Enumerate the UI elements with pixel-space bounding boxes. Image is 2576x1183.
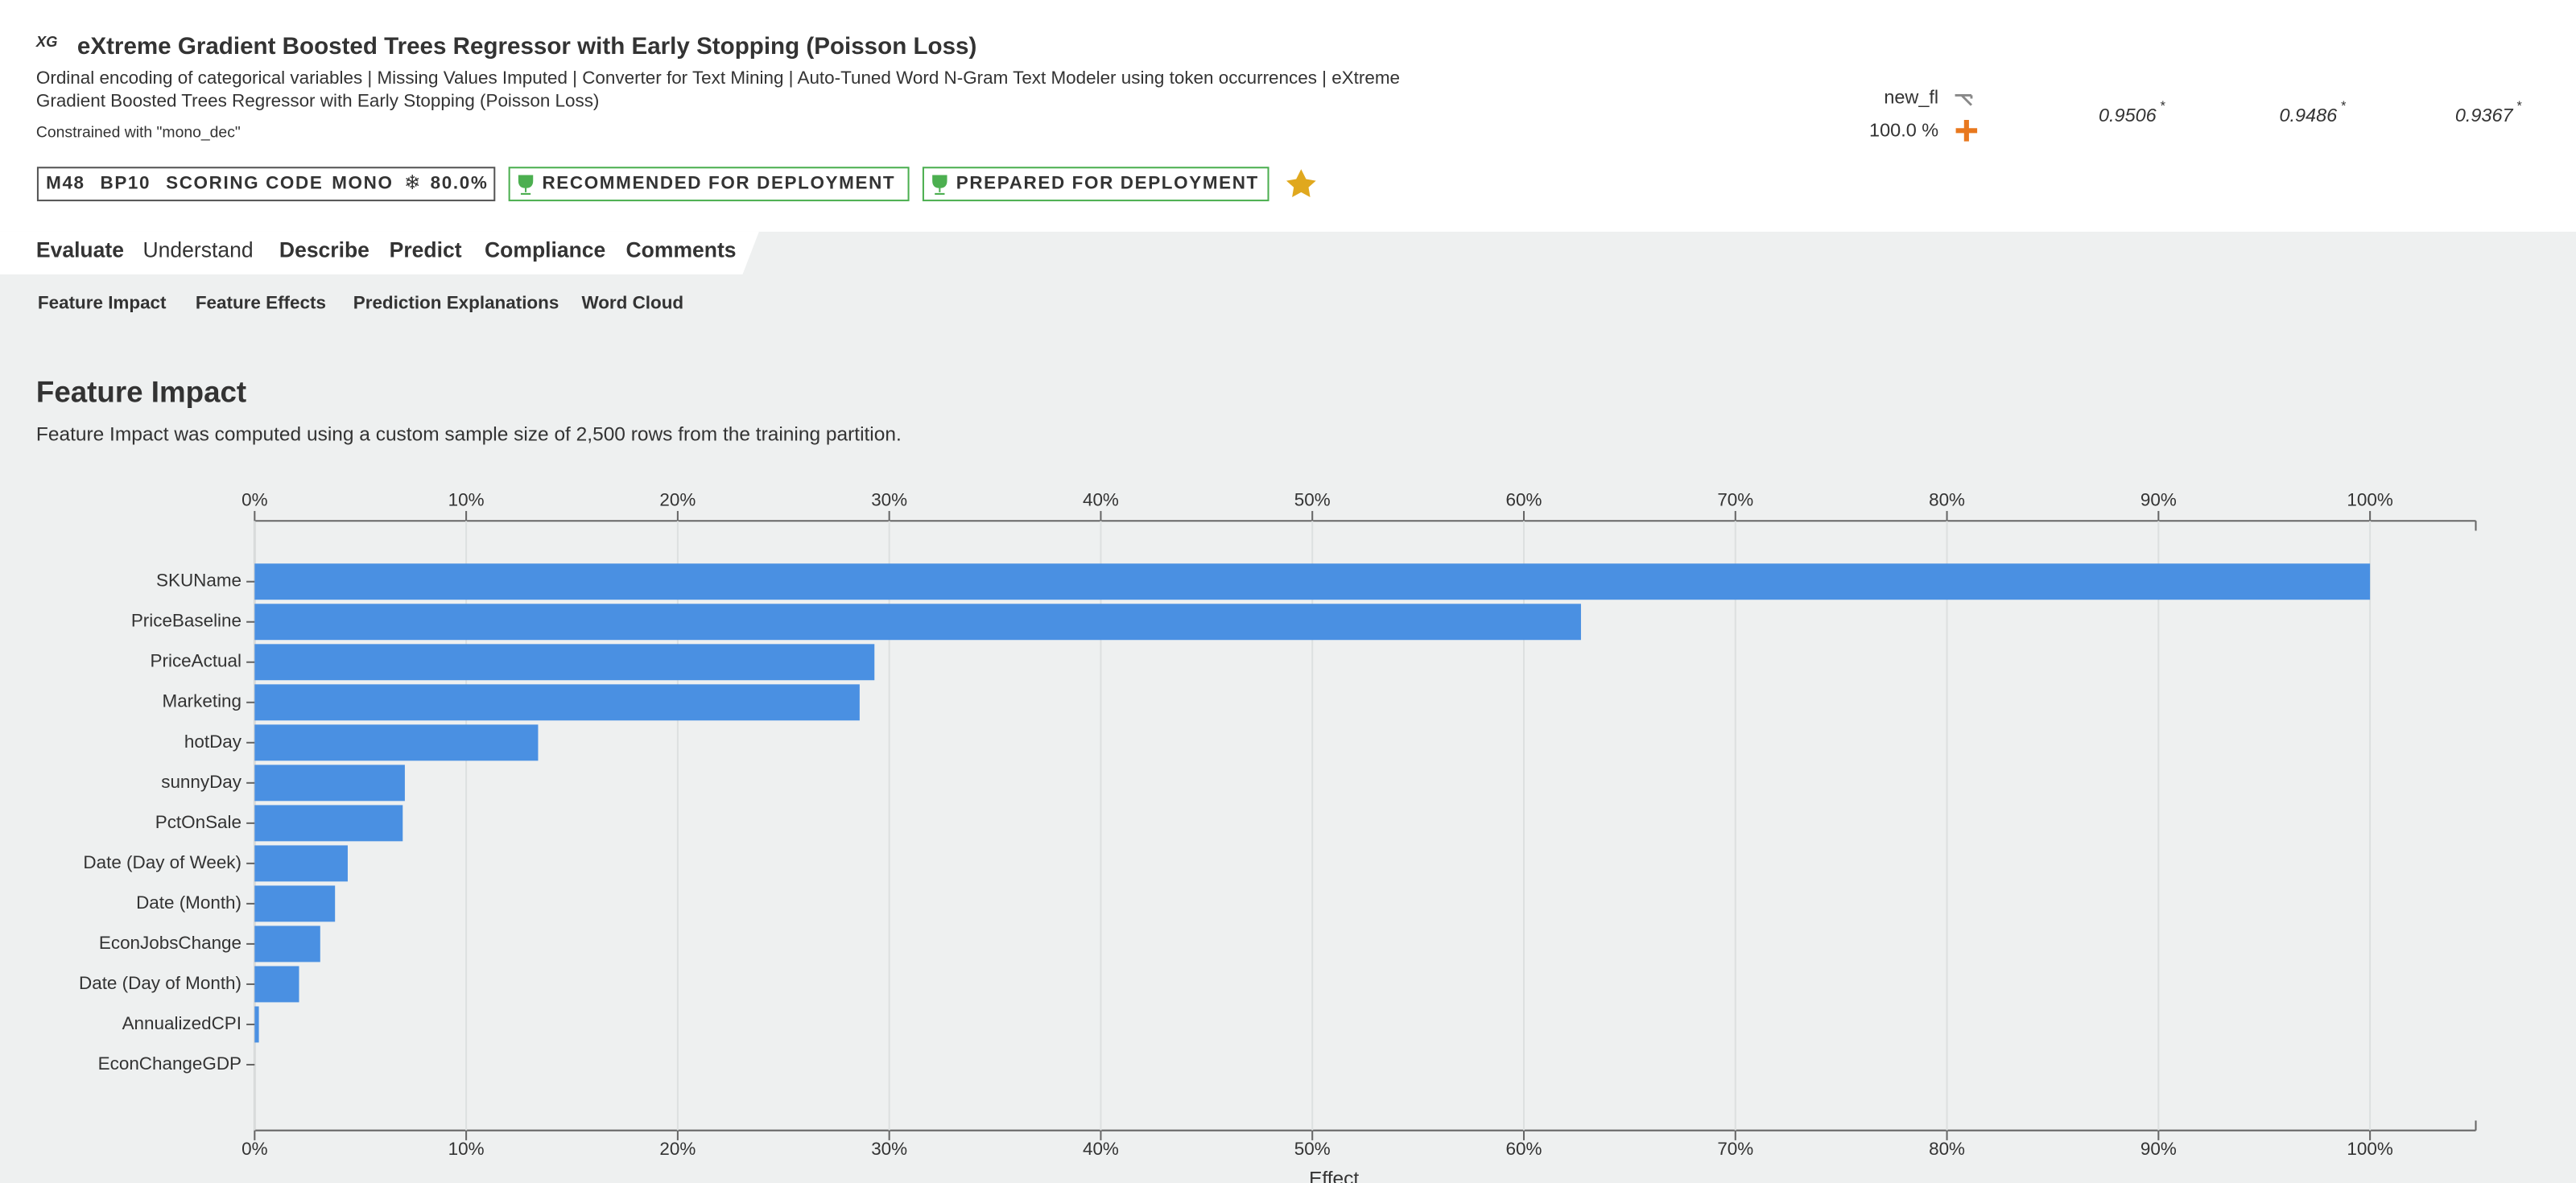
subtab-active[interactable]: Feature Impact <box>38 293 167 313</box>
score-note: * <box>2517 99 2523 113</box>
tab[interactable]: Predict <box>390 237 462 262</box>
trophy-icon <box>932 175 947 195</box>
snowflake-icon: ❄ <box>404 172 421 194</box>
tab[interactable]: Comments <box>626 237 737 262</box>
tab-active[interactable]: Understand <box>143 237 254 262</box>
bar[interactable] <box>254 925 320 962</box>
deployment-badge: RECOMMENDED FOR DEPLOYMENT <box>542 173 895 193</box>
x-tick-label: 30% <box>871 490 907 510</box>
bar[interactable] <box>254 966 299 1003</box>
bar[interactable] <box>254 724 539 761</box>
x-tick-label: 70% <box>1717 490 1753 510</box>
bar[interactable] <box>254 563 2371 600</box>
x-tick-label: 10% <box>448 490 485 510</box>
model-description: Gradient Boosted Trees Regressor with Ea… <box>36 91 599 111</box>
x-tick-label: 60% <box>1506 1139 1542 1159</box>
y-tick-label: Marketing <box>163 691 242 711</box>
subtab[interactable]: Feature Effects <box>196 293 326 313</box>
x-tick-label: 50% <box>1294 490 1331 510</box>
subtab[interactable]: Word Cloud <box>581 293 683 313</box>
header-bg <box>0 0 2576 232</box>
x-tick-label: 90% <box>2140 1139 2177 1159</box>
x-tick-label: 90% <box>2140 490 2177 510</box>
y-tick-label: sunnyDay <box>161 772 242 792</box>
x-tick-label: 100% <box>2347 490 2392 510</box>
score-note: * <box>2161 99 2166 113</box>
x-tick-label: 80% <box>1929 490 1965 510</box>
x-tick-label: 30% <box>871 1139 907 1159</box>
badge: M48 <box>46 173 85 193</box>
bar[interactable] <box>254 604 1581 641</box>
score[interactable]: 0.9367 <box>2455 105 2514 126</box>
x-tick-label: 80% <box>1929 1139 1965 1159</box>
y-tick-label: PriceActual <box>151 651 242 671</box>
x-tick-label: 40% <box>1083 1139 1119 1159</box>
badge-box <box>922 167 1269 202</box>
y-tick-label: EconChangeGDP <box>98 1053 242 1074</box>
tab[interactable]: Compliance <box>485 237 605 262</box>
y-tick-label: Date (Day of Month) <box>79 973 242 993</box>
bar[interactable] <box>254 765 405 802</box>
bar[interactable] <box>254 684 860 721</box>
badge: SCORING CODE <box>166 173 323 193</box>
x-tick-label: 0% <box>242 1139 267 1159</box>
bar[interactable] <box>254 845 348 882</box>
tab[interactable]: Evaluate <box>36 237 124 262</box>
badge: MONO <box>332 173 393 193</box>
y-tick-label: hotDay <box>184 732 242 752</box>
model-title: eXtreme Gradient Boosted Trees Regressor… <box>77 33 976 60</box>
star[interactable] <box>1286 169 1316 197</box>
y-tick-label: PriceBaseline <box>131 611 242 631</box>
x-tick-label: 20% <box>659 490 696 510</box>
x-tick-label: 20% <box>659 1139 696 1159</box>
x-tick-label: 10% <box>448 1139 485 1159</box>
x-tick-label: 0% <box>242 490 267 510</box>
badge: BP10 <box>100 173 151 193</box>
y-tick-label: EconJobsChange <box>99 933 242 953</box>
model-description: Ordinal encoding of categorical variable… <box>36 68 1400 88</box>
score-note: * <box>2341 99 2347 113</box>
sample-size: 100.0 % <box>1869 120 1938 141</box>
x-tick-label: 40% <box>1083 490 1119 510</box>
y-tick-label: Date (Day of Week) <box>83 852 242 872</box>
bar[interactable] <box>254 885 336 922</box>
subtab[interactable]: Prediction Explanations <box>353 293 559 313</box>
score[interactable]: 0.9486 <box>2279 105 2338 126</box>
bar[interactable] <box>254 644 875 681</box>
badge: 80.0% <box>431 173 489 193</box>
bar[interactable] <box>254 805 403 842</box>
logo: XG <box>35 33 58 50</box>
share-icon <box>1955 93 1973 106</box>
section-title: Feature Impact <box>36 376 246 409</box>
trophy-icon <box>518 175 534 195</box>
tab-bg <box>0 231 759 274</box>
x-tick-label: 100% <box>2347 1139 2392 1159</box>
x-tick-label: 50% <box>1294 1139 1331 1159</box>
badge-box <box>36 167 496 202</box>
x-tick-label: 70% <box>1717 1139 1753 1159</box>
feature-list: new_fl <box>1884 87 1938 108</box>
badge-box <box>508 167 910 202</box>
section-description: Feature Impact was computed using a cust… <box>36 424 902 446</box>
y-tick-label: SKUName <box>156 571 242 591</box>
y-tick-label: AnnualizedCPI <box>122 1013 242 1033</box>
constraint: Constrained with "mono_dec" <box>36 123 241 141</box>
deployment-badge: PREPARED FOR DEPLOYMENT <box>956 173 1259 193</box>
y-tick-label: Date (Month) <box>136 892 242 913</box>
y-tick-label: PctOnSale <box>155 812 242 832</box>
score[interactable]: 0.9506 <box>2099 105 2157 126</box>
bar[interactable] <box>254 1006 259 1043</box>
x-tick-label: 60% <box>1506 490 1542 510</box>
tab[interactable]: Describe <box>279 237 369 262</box>
x-axis-label: Effect <box>1309 1168 1359 1183</box>
plus-icon[interactable] <box>1955 120 1978 142</box>
